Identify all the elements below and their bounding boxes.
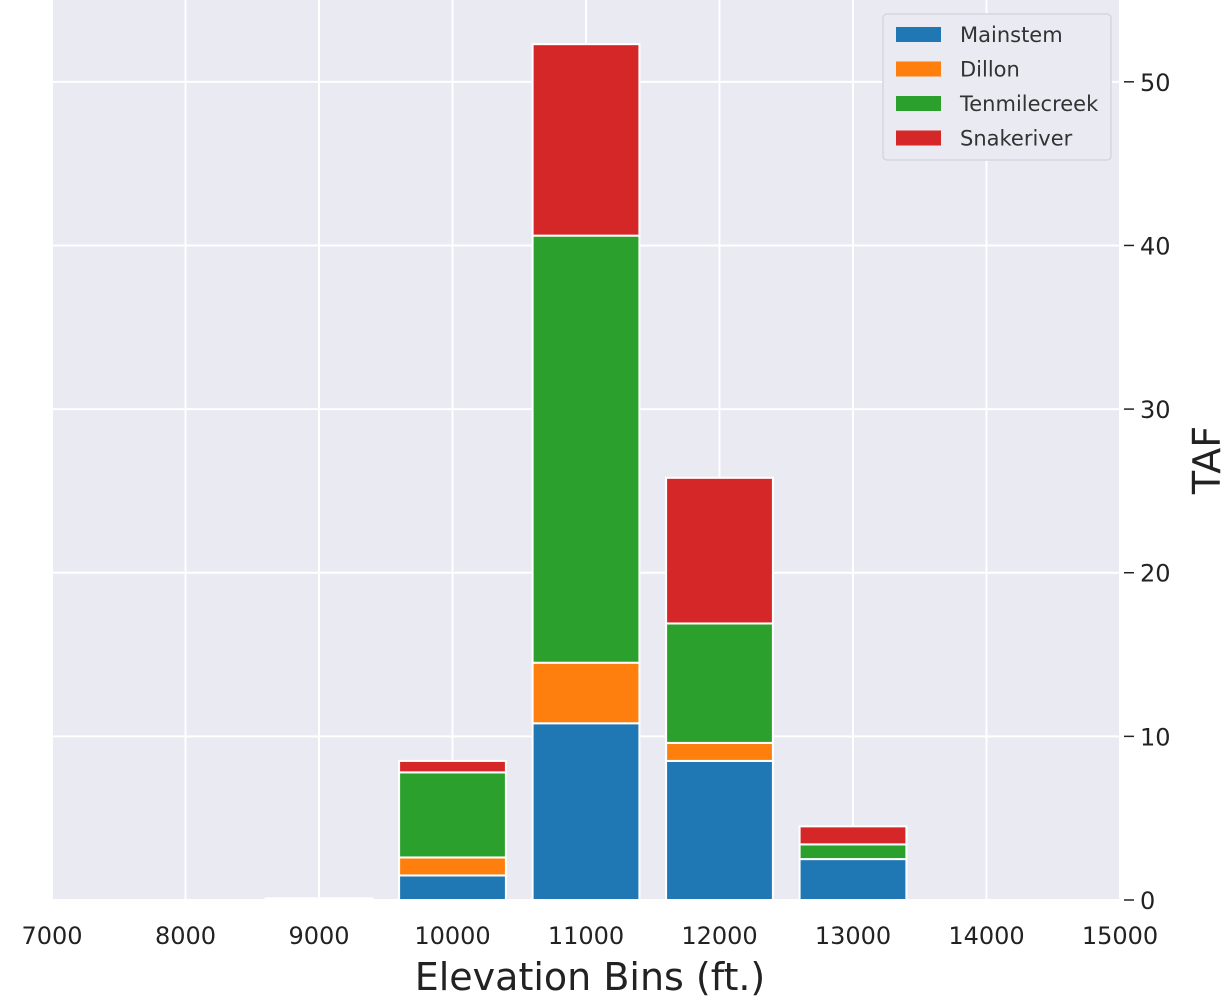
legend-swatch-snakeriver: [896, 130, 941, 146]
legend-label-mainstem: Mainstem: [960, 23, 1063, 47]
x-tick-label: 12000: [681, 922, 757, 950]
legend-swatch-dillon: [896, 61, 941, 77]
legend: Mainstem Dillon Tenmilecreek Snakeriver: [882, 13, 1112, 161]
y-tick-label: 0: [1140, 887, 1155, 915]
legend-swatch-mainstem: [896, 27, 941, 42]
x-tick-label: 15000: [1082, 922, 1158, 950]
x-tick-label: 9000: [288, 922, 349, 950]
bar-snakeriver-13000: [798, 825, 908, 846]
legend-box: [882, 13, 1112, 161]
legend-label-snakeriver: Snakeriver: [960, 127, 1073, 151]
bar-mainstem-9000: [264, 897, 374, 902]
bar-mainstem-11000: [531, 722, 641, 901]
y-tick-label: 10: [1140, 723, 1171, 751]
y-tick-label: 50: [1140, 69, 1171, 97]
bar-mainstem-10000: [398, 874, 507, 901]
y-tick-label: 20: [1140, 560, 1171, 588]
bar-dillon-11000: [531, 661, 641, 725]
x-tick-label: 14000: [948, 922, 1024, 950]
bar-tenmilecreek-13000: [798, 843, 908, 861]
bar-dillon-12000: [665, 741, 774, 762]
y-tick-label: 40: [1140, 232, 1171, 260]
bar-tenmilecreek-10000: [398, 771, 507, 859]
y-axis-title: TAF: [1185, 426, 1229, 495]
legend-swatch-tenmilecreek: [896, 96, 941, 111]
bar-tenmilecreek-11000: [531, 234, 641, 664]
bar-mainstem-12000: [665, 759, 774, 902]
x-tick-label: 10000: [414, 922, 490, 950]
x-axis-title: Elevation Bins (ft.): [415, 955, 766, 999]
bar-snakeriver-12000: [665, 476, 774, 625]
bar-tenmilecreek-12000: [665, 622, 774, 744]
bar-snakeriver-11000: [531, 43, 641, 237]
legend-label-dillon: Dillon: [960, 58, 1020, 82]
bar-snakeriver-10000: [398, 759, 507, 774]
x-tick-label: 13000: [815, 922, 891, 950]
y-axis: 0 10 20 30 40 50: [1124, 69, 1171, 915]
x-tick-label: 8000: [155, 922, 216, 950]
x-tick-label: 11000: [548, 922, 624, 950]
legend-label-tenmilecreek: Tenmilecreek: [959, 92, 1099, 116]
x-tick-label: 7000: [21, 922, 82, 950]
x-axis: 7000 8000 9000 10000 11000 12000 13000 14000 150…: [21, 922, 1158, 950]
bar-dillon-10000: [398, 856, 507, 877]
bar-mainstem-13000: [798, 858, 908, 901]
y-tick-label: 30: [1140, 396, 1171, 424]
bars: [264, 43, 908, 902]
